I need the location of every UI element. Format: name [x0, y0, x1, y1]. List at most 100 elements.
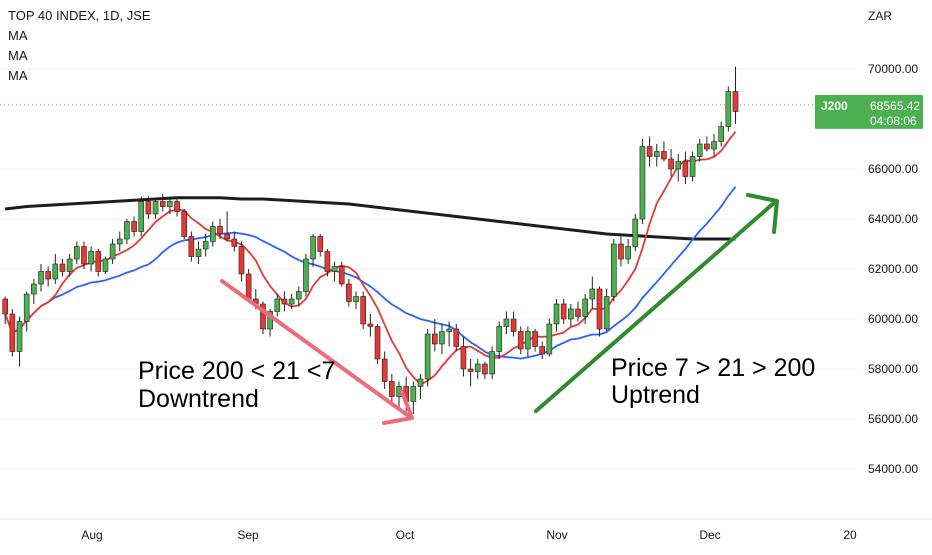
candle[interactable] — [360, 291, 367, 330]
candle[interactable] — [718, 121, 725, 147]
candle[interactable] — [675, 154, 682, 182]
candle[interactable] — [482, 361, 488, 380]
candle[interactable] — [532, 329, 538, 352]
candle[interactable] — [489, 346, 495, 380]
candle[interactable] — [224, 211, 230, 242]
price-scale[interactable]: 70000.00 66000.00 64000.00 62000.00 60000.00… — [868, 62, 918, 476]
candle[interactable] — [603, 289, 610, 332]
candle[interactable] — [439, 324, 445, 354]
candle[interactable] — [217, 219, 223, 239]
candle[interactable] — [310, 234, 316, 267]
candle[interactable] — [517, 326, 524, 355]
candle[interactable] — [546, 319, 553, 357]
candle[interactable] — [102, 256, 109, 275]
candle[interactable] — [625, 239, 631, 264]
candle[interactable] — [124, 219, 130, 244]
candle[interactable] — [131, 216, 137, 237]
candle[interactable] — [446, 321, 452, 347]
candle[interactable] — [510, 311, 517, 337]
candle[interactable] — [474, 359, 481, 379]
candle[interactable] — [95, 249, 102, 277]
candle[interactable] — [152, 199, 159, 219]
candle[interactable] — [295, 286, 302, 307]
candle[interactable] — [725, 86, 732, 132]
candle[interactable] — [195, 241, 202, 265]
candle[interactable] — [317, 234, 324, 257]
candle[interactable] — [231, 231, 238, 252]
candle[interactable] — [632, 214, 639, 252]
candle[interactable] — [59, 259, 66, 277]
candle[interactable] — [45, 266, 51, 287]
candle[interactable] — [31, 279, 37, 304]
candle[interactable] — [174, 199, 180, 217]
candle[interactable] — [16, 316, 23, 367]
candle[interactable] — [668, 149, 674, 177]
candle[interactable] — [467, 359, 474, 387]
candle[interactable] — [145, 196, 152, 220]
candle[interactable] — [568, 304, 574, 327]
candle[interactable] — [210, 221, 216, 247]
candle[interactable] — [23, 291, 30, 332]
candle[interactable] — [525, 326, 531, 357]
candle[interactable] — [453, 324, 460, 352]
candle[interactable] — [575, 301, 581, 322]
candle[interactable] — [610, 239, 617, 302]
candle[interactable] — [138, 196, 145, 237]
candle[interactable] — [9, 309, 16, 357]
candle[interactable] — [2, 296, 9, 325]
candle[interactable] — [682, 151, 689, 185]
candle[interactable] — [424, 329, 431, 387]
candle[interactable] — [589, 276, 596, 310]
candle[interactable] — [303, 254, 309, 297]
candle[interactable] — [188, 231, 195, 262]
candle[interactable] — [503, 311, 510, 335]
indicator-ma-2[interactable]: MA — [8, 48, 28, 63]
candle[interactable] — [582, 294, 588, 324]
candle[interactable] — [52, 254, 59, 284]
candle[interactable] — [331, 261, 338, 282]
candle[interactable] — [596, 286, 603, 337]
candle[interactable] — [109, 239, 116, 264]
candle[interactable] — [711, 134, 717, 157]
candle[interactable] — [653, 144, 660, 167]
candle[interactable] — [410, 381, 417, 415]
candle[interactable] — [431, 319, 438, 352]
candle[interactable] — [159, 194, 166, 212]
candle[interactable] — [732, 66, 739, 125]
candle[interactable] — [74, 241, 80, 265]
candle[interactable] — [704, 136, 710, 152]
candle[interactable] — [38, 264, 44, 292]
candle[interactable] — [66, 254, 73, 277]
candle[interactable] — [539, 341, 546, 360]
candle[interactable] — [346, 279, 352, 307]
candle[interactable] — [238, 241, 245, 282]
candle[interactable] — [560, 299, 567, 324]
candle[interactable] — [181, 209, 187, 239]
candle[interactable] — [661, 141, 667, 162]
candle[interactable] — [202, 234, 209, 257]
time-scale[interactable]: Aug Sep Oct Nov Dec 20 — [81, 528, 857, 542]
candle[interactable] — [696, 139, 703, 162]
candle[interactable] — [381, 351, 388, 390]
candle[interactable] — [496, 321, 503, 360]
candle[interactable] — [88, 246, 94, 272]
candle[interactable] — [417, 374, 424, 399]
candle[interactable] — [646, 136, 653, 167]
candle[interactable] — [324, 249, 331, 277]
candle[interactable] — [460, 336, 467, 377]
candle[interactable] — [274, 294, 281, 317]
candle[interactable] — [689, 151, 696, 182]
candle[interactable] — [288, 294, 295, 309]
candle[interactable] — [618, 236, 624, 267]
candle[interactable] — [389, 374, 395, 407]
indicator-ma-1[interactable]: MA — [8, 28, 28, 43]
candle[interactable] — [639, 139, 646, 224]
candle[interactable] — [374, 324, 381, 364]
candle[interactable] — [281, 291, 288, 312]
candle[interactable] — [367, 314, 374, 337]
candle[interactable] — [338, 261, 345, 287]
candle[interactable] — [260, 301, 266, 335]
candle[interactable] — [116, 231, 123, 252]
